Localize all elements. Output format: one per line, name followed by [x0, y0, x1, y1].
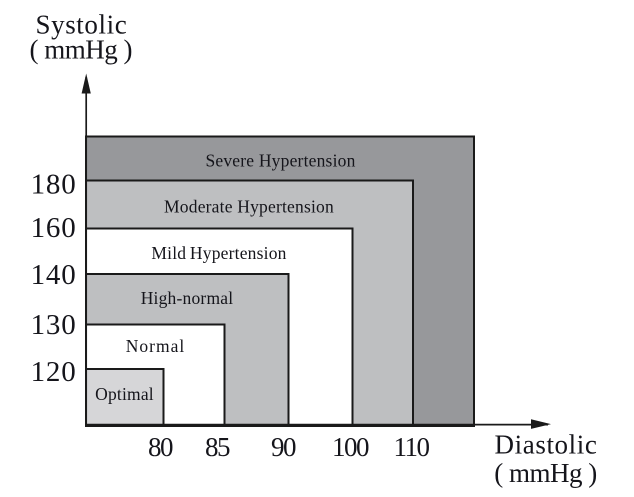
svg-text:90: 90 — [271, 432, 296, 462]
svg-text:80: 80 — [148, 432, 173, 462]
svg-text:140: 140 — [31, 259, 77, 291]
svg-text:( mmHg ): ( mmHg ) — [30, 35, 132, 65]
svg-text:Systolic: Systolic — [35, 10, 127, 40]
svg-text:Normal: Normal — [126, 336, 185, 356]
svg-text:High-normal: High-normal — [141, 288, 234, 308]
svg-text:85: 85 — [205, 432, 230, 462]
svg-text:120: 120 — [31, 356, 77, 388]
svg-text:130: 130 — [31, 309, 77, 341]
svg-text:180: 180 — [31, 169, 77, 201]
svg-text:Severe Hypertension: Severe Hypertension — [205, 151, 355, 171]
svg-text:Mild Hypertension: Mild Hypertension — [151, 243, 286, 263]
svg-text:Diastolic: Diastolic — [495, 430, 598, 460]
svg-text:100: 100 — [332, 432, 369, 462]
svg-text:( mmHg ): ( mmHg ) — [494, 458, 596, 488]
svg-text:Moderate Hypertension: Moderate Hypertension — [164, 197, 334, 217]
svg-text:160: 160 — [31, 212, 77, 244]
svg-text:110: 110 — [394, 432, 430, 462]
svg-text:Optimal: Optimal — [95, 384, 154, 404]
